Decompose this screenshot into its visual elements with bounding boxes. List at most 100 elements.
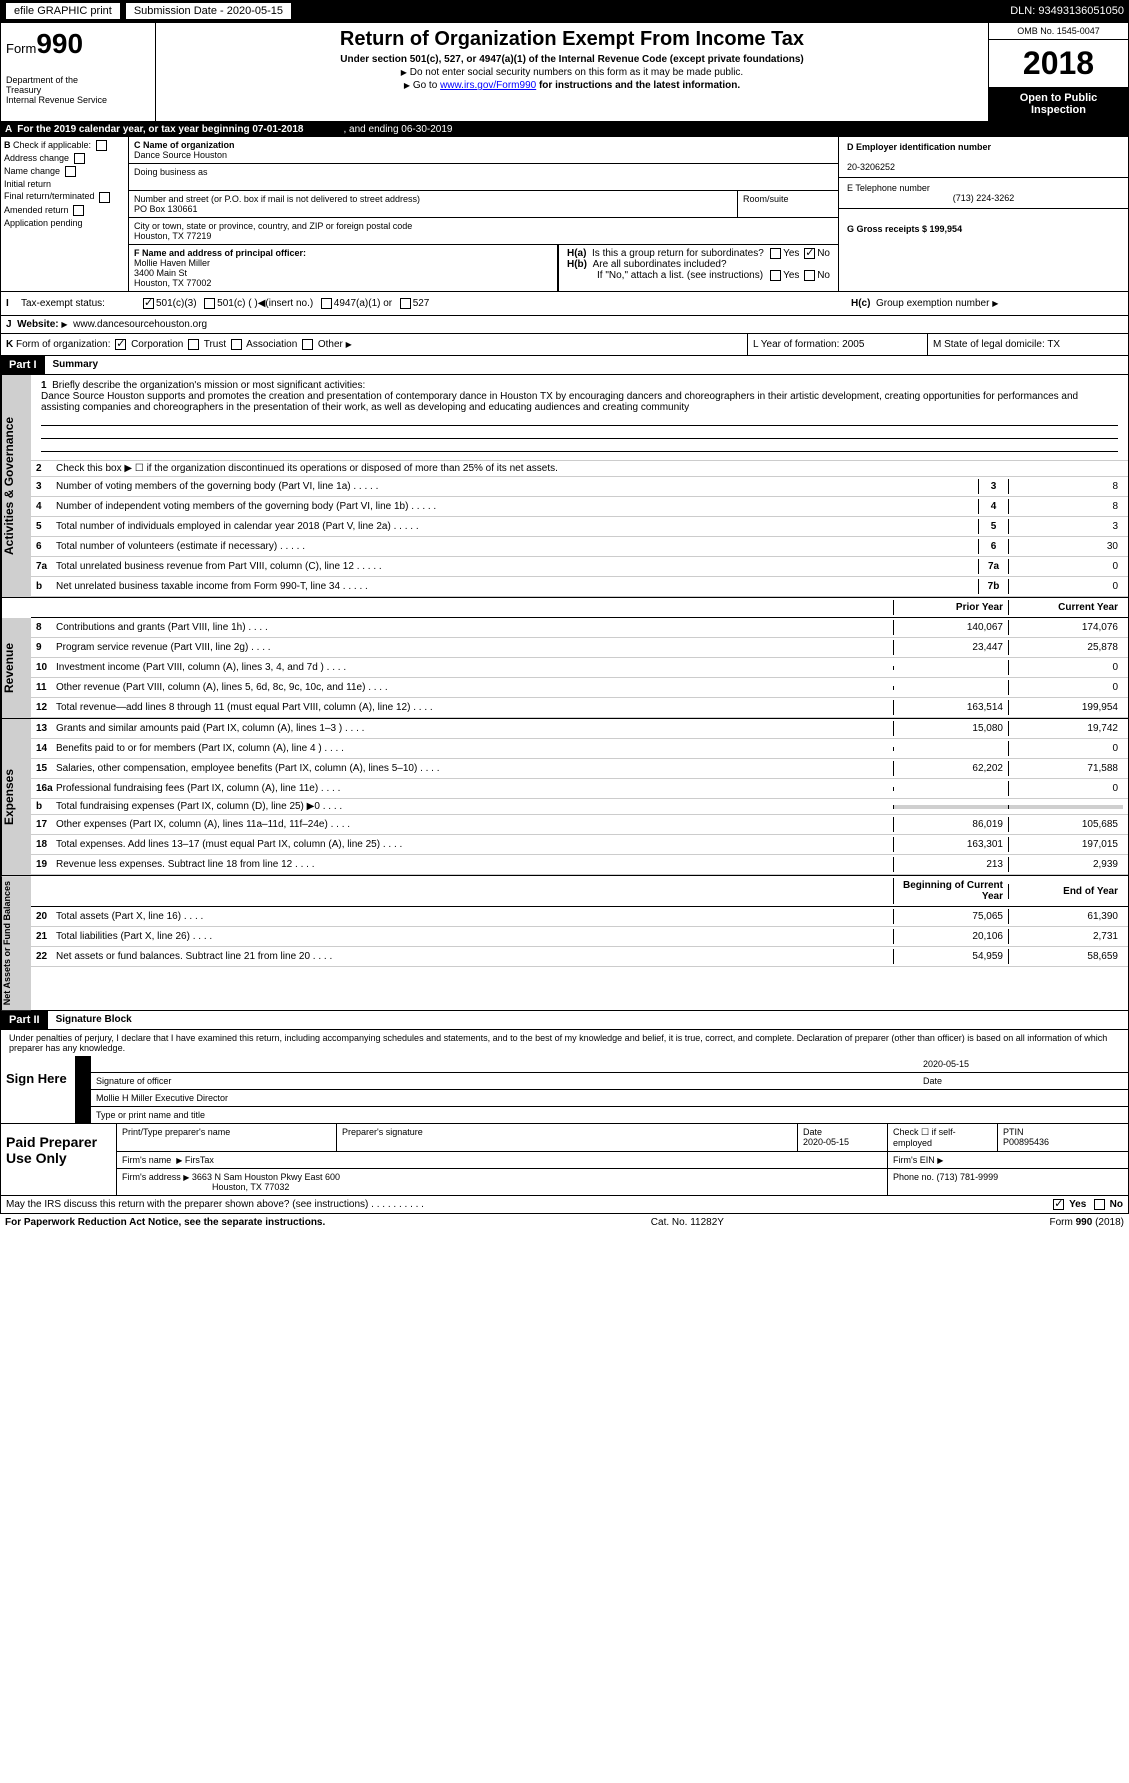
begin-year-header: Beginning of Current Year (893, 878, 1008, 904)
phone: (713) 224-3262 (953, 193, 1015, 203)
prep-date-label: Date (803, 1127, 822, 1137)
form-header: Form990 Department of theTreasuryInterna… (0, 22, 1129, 122)
ptin: P00895436 (1003, 1137, 1049, 1147)
checkbox[interactable] (770, 248, 781, 259)
submission-date: Submission Date - 2020-05-15 (126, 3, 291, 19)
checkbox[interactable] (143, 298, 154, 309)
date-label: Date (923, 1076, 1123, 1086)
section-headers: Prior Year Current Year (0, 598, 1129, 618)
return-title: Return of Organization Exempt From Incom… (166, 28, 978, 51)
firm-name-label: Firm's name (122, 1155, 171, 1165)
checkbox[interactable] (770, 270, 781, 281)
website-url: www.dancesourcehouston.org (73, 319, 207, 330)
checkbox[interactable] (188, 339, 199, 350)
prep-sig-label: Preparer's signature (337, 1124, 798, 1151)
b-item: Final return/terminated (4, 191, 125, 202)
hb-text: Are all subordinates included? (593, 259, 727, 270)
discuss-row: May the IRS discuss this return with the… (0, 1196, 1129, 1214)
part-i-label: Part I (1, 356, 45, 374)
arrow-icon (61, 319, 67, 330)
checkbox[interactable] (204, 298, 215, 309)
table-row: 13Grants and similar amounts paid (Part … (31, 719, 1128, 739)
hb-label: H(b) (567, 259, 587, 270)
checkbox[interactable] (1053, 1199, 1064, 1210)
firm-addr: 3663 N Sam Houston Pkwy East 600 (192, 1172, 340, 1182)
arrow-icon (937, 1155, 943, 1165)
open-public: Open to Public Inspection (989, 87, 1128, 121)
officer-addr1: 3400 Main St (134, 268, 187, 278)
department: Department of theTreasuryInternal Revenu… (6, 75, 150, 105)
org-name: Dance Source Houston (134, 150, 227, 160)
section-expenses: Expenses 13Grants and similar amounts pa… (0, 719, 1129, 876)
tax-status-row: I Tax-exempt status: 501(c)(3) 501(c) ( … (0, 292, 1129, 316)
checkbox[interactable] (321, 298, 332, 309)
vtab-netassets: Net Assets or Fund Balances (1, 876, 31, 1010)
checkbox[interactable] (115, 339, 126, 350)
signature-section: Under penalties of perjury, I declare th… (0, 1030, 1129, 1124)
line2: Check this box ▶ ☐ if the organization d… (56, 463, 1123, 474)
checkbox[interactable] (804, 248, 815, 259)
footer-right: Form 990 (2018) (1050, 1217, 1124, 1228)
addr: PO Box 130661 (134, 204, 198, 214)
checkbox[interactable] (302, 339, 313, 350)
table-row: 16aProfessional fundraising fees (Part I… (31, 779, 1128, 799)
header-grid: B Check if applicable: Address change Na… (0, 137, 1129, 292)
firm-addr-label: Firm's address (122, 1172, 181, 1182)
table-row: bNet unrelated business taxable income f… (31, 577, 1128, 597)
b-item: Application pending (4, 218, 125, 228)
mission-text: Dance Source Houston supports and promot… (41, 391, 1078, 413)
city: Houston, TX 77219 (134, 231, 211, 241)
discuss-text: May the IRS discuss this return with the… (6, 1199, 368, 1210)
part-ii-label: Part II (1, 1011, 48, 1029)
addr-label: Number and street (or P.O. box if mail i… (134, 194, 420, 204)
line1-text: Briefly describe the organization's miss… (52, 380, 365, 391)
part-ii-header: Part II Signature Block (0, 1011, 1129, 1030)
section-netassets: Net Assets or Fund Balances Beginning of… (0, 876, 1129, 1011)
table-row: 17Other expenses (Part IX, column (A), l… (31, 815, 1128, 835)
end-year-header: End of Year (1008, 884, 1123, 899)
f-label: F Name and address of principal officer: (134, 248, 306, 258)
tax-year: 2018 (989, 40, 1128, 87)
hc-text: Group exemption number (876, 298, 989, 309)
arrow-icon (346, 339, 352, 350)
table-row: 20Total assets (Part X, line 16) . . . .… (31, 907, 1128, 927)
print-name-label: Print/Type preparer's name (117, 1124, 337, 1151)
table-row: 18Total expenses. Add lines 13–17 (must … (31, 835, 1128, 855)
topbar: efile GRAPHIC print Submission Date - 20… (0, 0, 1129, 22)
vtab-governance: Activities & Governance (1, 375, 31, 597)
officer-name: Mollie Haven Miller (134, 258, 210, 268)
checkbox[interactable] (804, 270, 815, 281)
prep-date: 2020-05-15 (803, 1137, 849, 1147)
checkbox[interactable] (1094, 1199, 1105, 1210)
checkbox[interactable] (73, 205, 84, 216)
row-a-label: A (5, 124, 12, 135)
checkbox[interactable] (231, 339, 242, 350)
firm-name: FirsTax (185, 1155, 214, 1165)
section-revenue: Revenue 8Contributions and grants (Part … (0, 618, 1129, 719)
b-item: Address change (4, 153, 125, 164)
table-row: 10Investment income (Part VIII, column (… (31, 658, 1128, 678)
checkbox[interactable] (96, 140, 107, 151)
check-self-emp: Check ☐ if self-employed (888, 1124, 998, 1151)
current-year-header: Current Year (1008, 600, 1123, 615)
block-d: D Employer identification number20-32062… (838, 137, 1128, 291)
table-row: 3Number of voting members of the governi… (31, 477, 1128, 497)
checkbox[interactable] (400, 298, 411, 309)
footer-center: Cat. No. 11282Y (651, 1217, 724, 1228)
e-label: E Telephone number (847, 183, 930, 193)
section-governance: Activities & Governance 1 Briefly descri… (0, 375, 1129, 598)
dba-label: Doing business as (134, 167, 208, 177)
checkbox[interactable] (65, 166, 76, 177)
subtitle: Under section 501(c), 527, or 4947(a)(1)… (166, 54, 978, 65)
sig-officer-label: Signature of officer (96, 1076, 923, 1086)
checkbox[interactable] (74, 153, 85, 164)
website-row: J Website: www.dancesourcehouston.org (0, 316, 1129, 334)
table-row: 5Total number of individuals employed in… (31, 517, 1128, 537)
checkbox[interactable] (99, 192, 110, 203)
preparer-section: Paid Preparer Use Only Print/Type prepar… (0, 1124, 1129, 1196)
arrow-icon (401, 67, 407, 78)
irs-link[interactable]: www.irs.gov/Form990 (440, 80, 536, 91)
part-i-title: Summary (45, 356, 107, 374)
footer: For Paperwork Reduction Act Notice, see … (0, 1214, 1129, 1231)
block-c: C Name of organizationDance Source Houst… (129, 137, 838, 291)
